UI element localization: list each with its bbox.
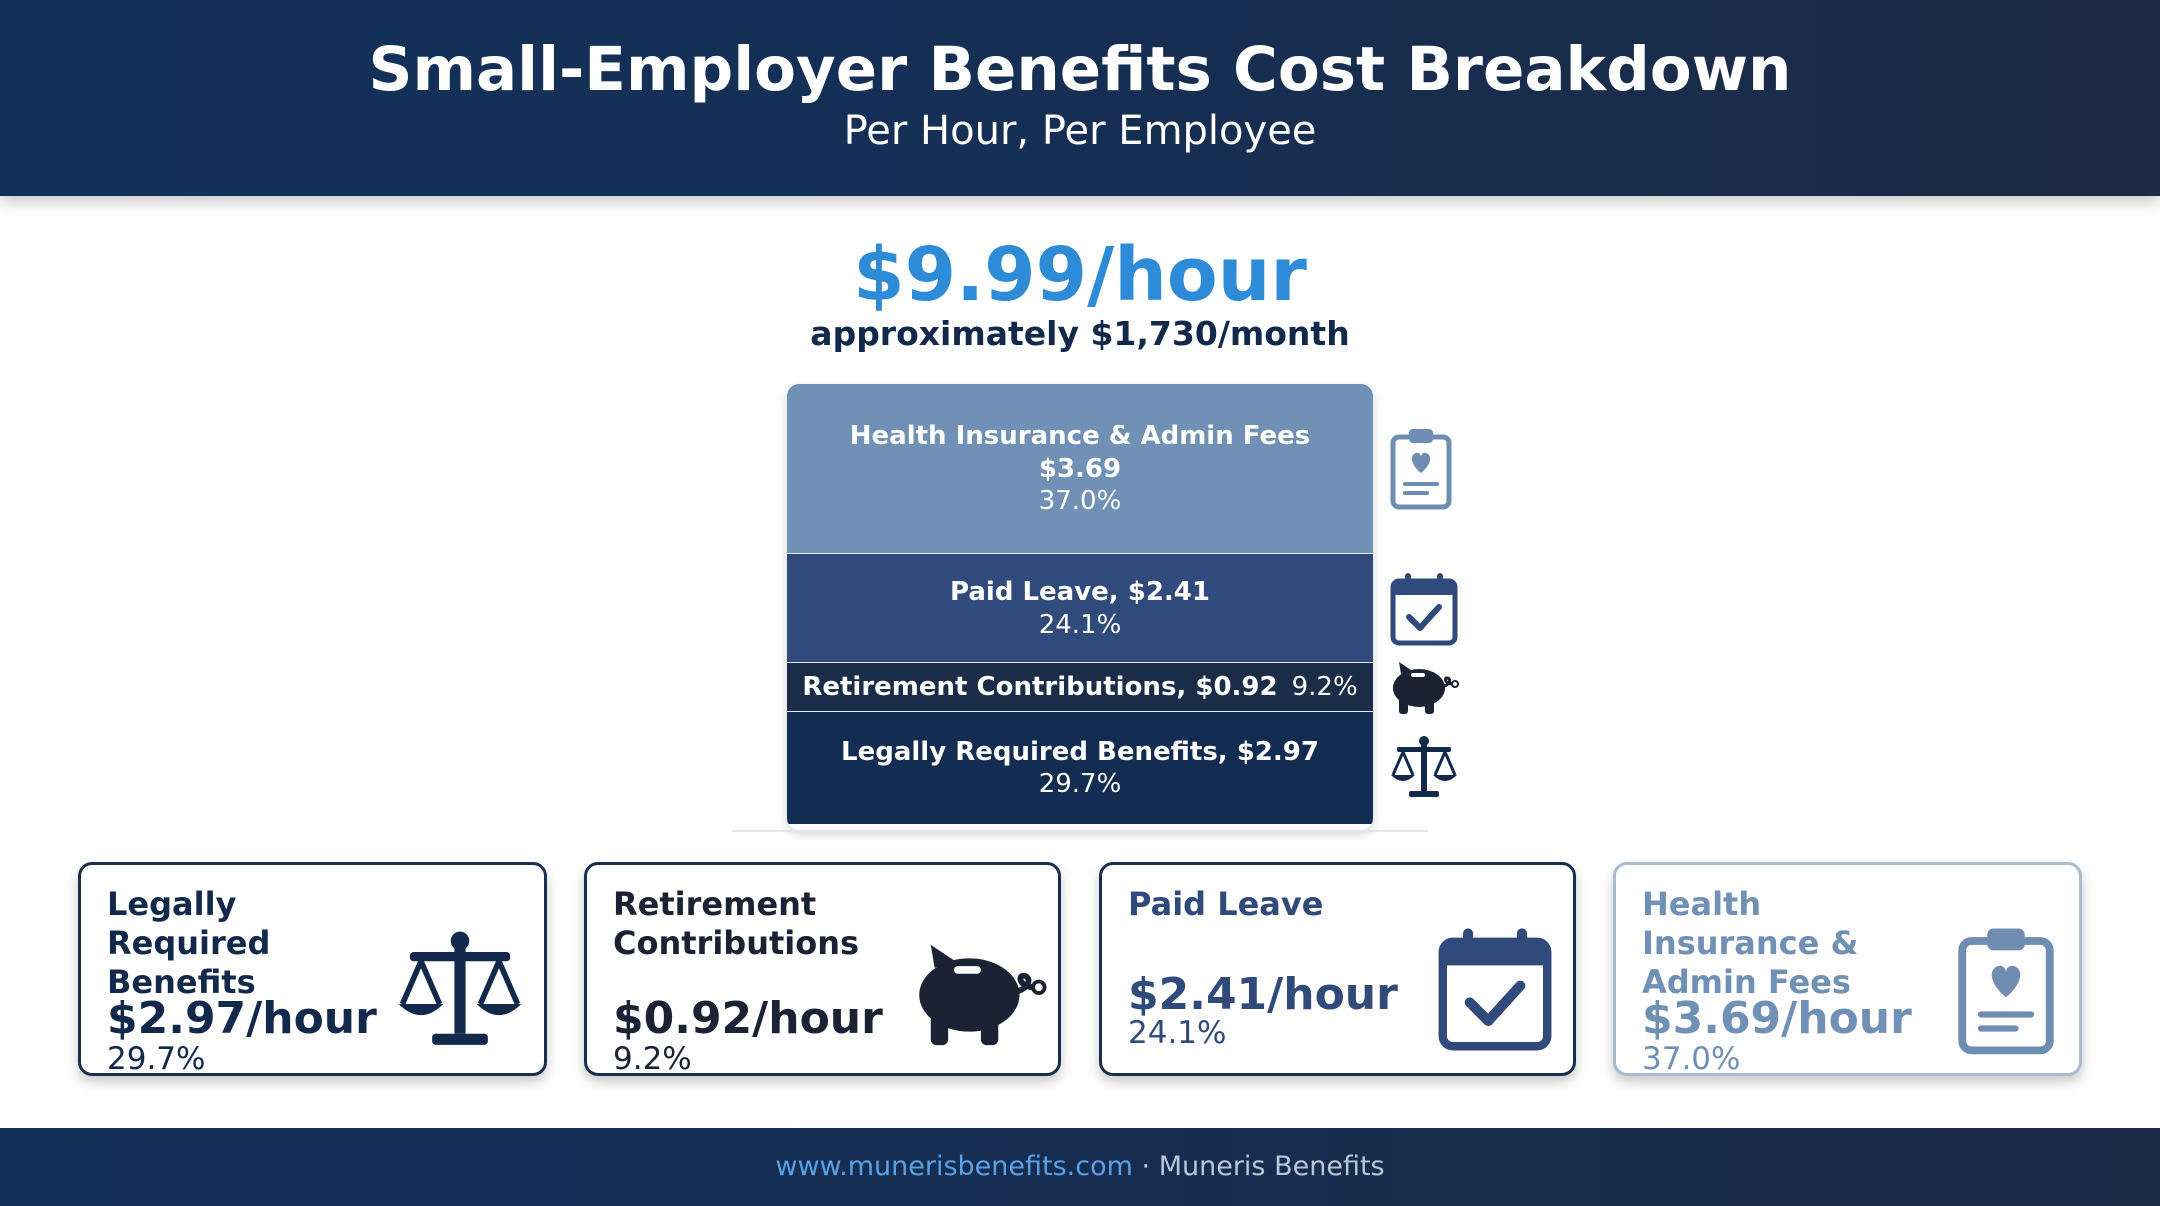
piggy-bank-icon [919,944,1047,1046]
footer-website-link[interactable]: www.munerisbenefits.com [775,1151,1133,1182]
footer-brand-name: Muneris Benefits [1158,1151,1385,1182]
total-hourly-value: $9.99/hour [853,232,1307,318]
segment-paid-leave: Paid Leave, $2.41 24.1% [787,554,1373,663]
segment-legal-pct: 29.7% [1038,769,1122,799]
card-health-insurance: Health Insurance & Admin Fees $3.69/hour… [1613,862,2082,1077]
card-percent: 29.7% [107,1041,206,1077]
card-title: Retirement Contributions [613,885,860,963]
calendar-check-icon [1438,928,1552,1051]
footer-bar: www.munerisbenefits.com · Muneris Benefi… [0,1128,2160,1206]
chart-baseline [732,830,1428,832]
segment-retirement: Retirement Contributions, $0.92 9.2% [787,663,1373,712]
card-value: $2.97/hour [107,993,377,1044]
stacked-cost-bar: Health Insurance & Admin Fees $3.69 37.0… [787,384,1373,830]
card-legally-required: Legally Required Benefits $2.97/hour 29.… [78,862,547,1077]
segment-legally-required: Legally Required Benefits, $2.97 29.7% [787,712,1373,824]
segment-leave-pct: 24.1% [1038,609,1122,640]
clipboard-heart-icon [1390,429,1452,510]
card-value: $2.41/hour [1128,969,1398,1020]
page-title: Small-Employer Benefits Cost Breakdown [368,34,1792,105]
total-monthly-value: approximately $1,730/month [810,314,1350,353]
segment-health-value: $3.69 [1038,453,1122,484]
card-value: $3.69/hour [1642,993,1912,1044]
card-paid-leave: Paid Leave $2.41/hour 24.1% [1099,862,1576,1076]
segment-health-insurance: Health Insurance & Admin Fees $3.69 37.0… [787,384,1373,554]
segment-retirement-label: Retirement Contributions, $0.92 [802,672,1278,703]
card-retirement: Retirement Contributions $0.92/hour 9.2% [584,862,1061,1077]
segment-health-pct: 37.0% [1038,486,1122,517]
segment-legal-label: Legally Required Benefits, $2.97 [841,736,1319,767]
scales-icon [1391,736,1457,797]
card-value: $0.92/hour [613,993,883,1044]
page-subtitle: Per Hour, Per Employee [843,108,1317,154]
footer-separator: · [1141,1151,1151,1182]
piggy-bank-icon [1393,662,1459,714]
clipboard-heart-icon [1958,928,2054,1055]
scales-icon [398,931,522,1045]
card-title: Paid Leave [1128,885,1324,923]
calendar-check-icon [1390,573,1458,646]
card-percent: 9.2% [613,1041,692,1077]
segment-retirement-pct: 9.2% [1291,672,1358,703]
segment-health-label: Health Insurance & Admin Fees [849,421,1311,452]
header-banner: Small-Employer Benefits Cost Breakdown P… [0,0,2160,196]
segment-leave-label: Paid Leave, $2.41 [950,577,1210,607]
card-title: Health Insurance & Admin Fees [1642,885,1859,1002]
card-title: Legally Required Benefits [107,885,271,1002]
card-percent: 24.1% [1128,1015,1227,1051]
card-percent: 37.0% [1642,1041,1741,1077]
